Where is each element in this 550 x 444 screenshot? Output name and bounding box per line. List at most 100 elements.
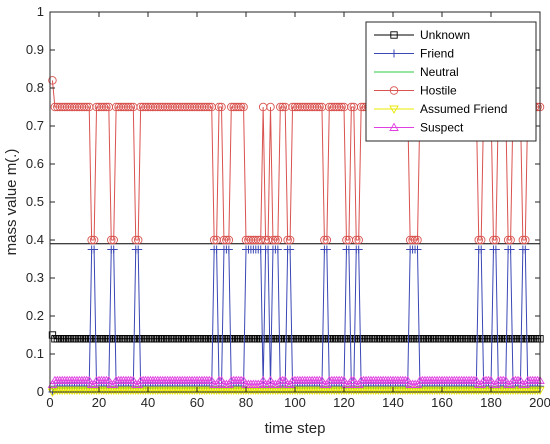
data-point: [209, 235, 219, 245]
data-point: [474, 235, 484, 245]
data-point: [491, 245, 500, 254]
data-point: [312, 102, 322, 112]
data-point: [128, 375, 139, 385]
data-point: [334, 102, 344, 112]
data-point: [503, 235, 513, 245]
data-point: [222, 235, 231, 245]
y-tick-label: 0: [37, 384, 44, 399]
y-tick-label: 0.7: [26, 118, 44, 133]
data-point: [216, 375, 227, 385]
y-tick-label: 0.8: [26, 80, 44, 95]
data-point: [238, 375, 249, 385]
data-point: [109, 235, 118, 245]
series-layer: [47, 76, 545, 397]
data-point: [133, 235, 143, 245]
data-point: [109, 245, 118, 254]
data-point: [48, 76, 57, 85]
data-point: [347, 102, 356, 112]
data-point: [266, 102, 275, 112]
data-point: [219, 235, 229, 245]
y-axis-label: mass value m(.): [3, 149, 20, 256]
data-point: [131, 235, 140, 245]
data-point: [283, 235, 292, 245]
legend-entry: Suspect: [374, 121, 464, 135]
data-point: [413, 245, 422, 254]
data-point: [258, 375, 268, 385]
data-point: [344, 245, 353, 254]
data-point: [271, 235, 280, 245]
legend-marker: [389, 122, 399, 131]
data-point: [413, 235, 422, 245]
data-point: [354, 245, 363, 254]
data-point: [342, 235, 351, 245]
data-point: [322, 245, 331, 254]
data-point: [317, 375, 327, 385]
x-tick-label: 200: [529, 395, 550, 410]
legend-label: Hostile: [420, 84, 457, 98]
legend-marker: [390, 31, 398, 39]
data-point: [212, 245, 221, 254]
data-point: [518, 235, 528, 245]
data-point: [106, 235, 116, 245]
y-tick-label: 0.3: [26, 270, 44, 285]
data-point: [286, 245, 295, 254]
legend-label: Suspect: [420, 121, 464, 135]
x-tick-label: 40: [141, 395, 155, 410]
x-tick-label: 20: [92, 395, 106, 410]
data-point: [315, 102, 324, 112]
legend-entry: Neutral: [374, 65, 459, 79]
data-point: [224, 235, 234, 245]
data-point: [280, 375, 290, 385]
data-point: [506, 235, 515, 245]
x-tick-label: 80: [239, 395, 253, 410]
legend-box: [365, 21, 537, 142]
y-tick-label: 0.4: [26, 232, 44, 247]
legend-label: Assumed Friend: [420, 102, 507, 116]
data-point: [234, 102, 243, 112]
x-tick-label: 180: [480, 395, 502, 410]
data-point: [489, 235, 498, 245]
legend-label: Unknown: [420, 28, 470, 42]
legend-entry: Unknown: [374, 28, 470, 42]
data-point: [402, 375, 413, 385]
data-point: [102, 102, 111, 112]
data-point: [80, 102, 89, 112]
legend-marker: [389, 105, 399, 114]
data-point: [521, 245, 530, 254]
data-point: [87, 235, 96, 245]
legend-label: Neutral: [420, 65, 459, 79]
legend-entry: Friend: [374, 47, 454, 61]
data-point: [471, 375, 482, 385]
legend-label: Friend: [420, 47, 454, 61]
data-point: [204, 102, 214, 112]
legend: Unknown Friend Neutral Hostile Assumed Frien…: [365, 21, 537, 142]
x-tick-label: 160: [431, 395, 453, 410]
x-tick-label: 120: [333, 395, 355, 410]
data-point: [224, 245, 233, 254]
data-point: [265, 375, 276, 385]
axes-layer: 0 20 40 60 80 100 120 140 160 180 200 0 0.1 0.2 0.3 0.4…: [26, 4, 550, 410]
data-point: [268, 235, 278, 245]
series-unknown: [48, 331, 544, 343]
y-tick-label: 0.5: [26, 194, 44, 209]
data-point: [134, 245, 143, 254]
data-point: [410, 235, 420, 245]
data-point: [104, 375, 114, 385]
x-tick-label: 140: [382, 395, 404, 410]
data-point: [500, 375, 511, 385]
data-point: [273, 235, 283, 245]
data-point: [99, 102, 109, 112]
data-point: [126, 102, 136, 112]
data-point: [352, 235, 361, 245]
data-point: [506, 245, 515, 254]
x-tick-label: 100: [284, 395, 306, 410]
data-point: [285, 235, 295, 245]
legend-entry: Assumed Friend: [374, 102, 507, 116]
data-point: [273, 245, 282, 254]
data-point: [217, 102, 226, 112]
data-point: [408, 235, 417, 245]
y-tick-label: 0.1: [26, 346, 44, 361]
data-point: [251, 235, 261, 245]
data-point: [206, 375, 217, 385]
